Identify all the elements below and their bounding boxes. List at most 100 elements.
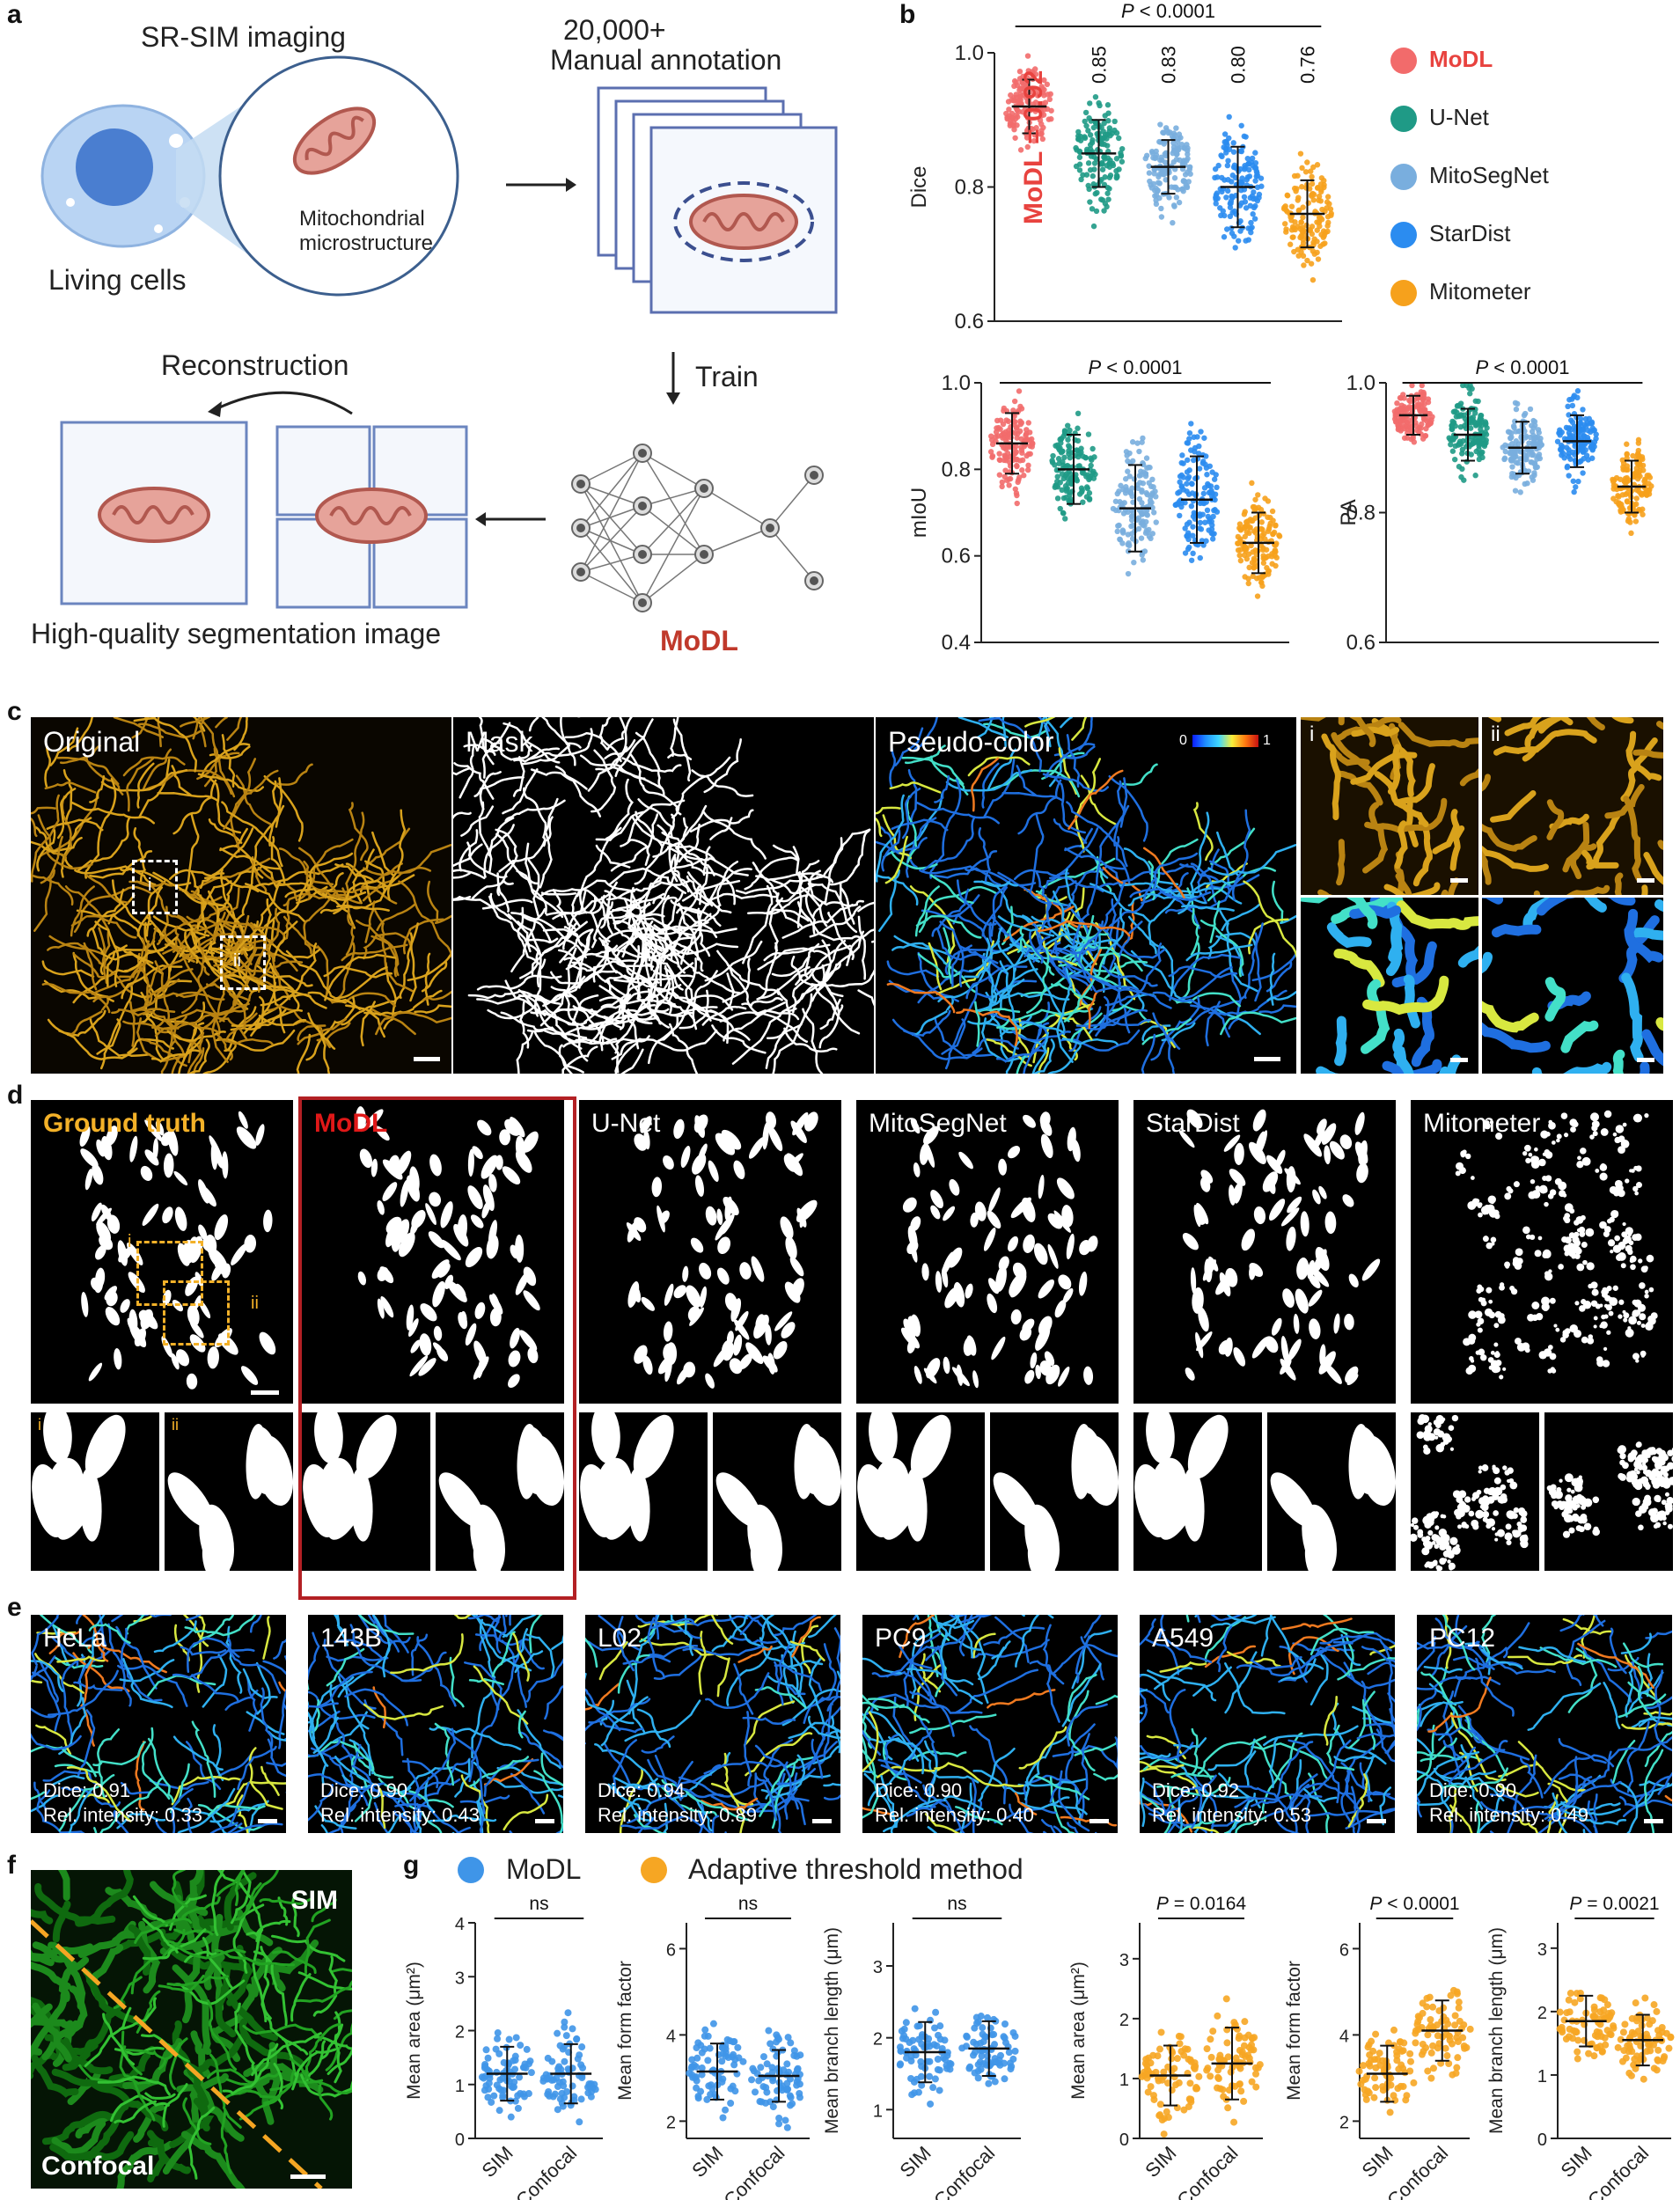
- data-point: [1047, 91, 1053, 98]
- blob: [657, 1354, 674, 1375]
- blob: [1423, 1433, 1432, 1441]
- blob: [1038, 1316, 1053, 1336]
- blob: [796, 1426, 827, 1495]
- blob: [1581, 1499, 1586, 1504]
- data-point: [1187, 164, 1193, 170]
- blob: [1498, 1497, 1506, 1504]
- data-point: [1206, 482, 1212, 489]
- data-point: [1322, 240, 1328, 246]
- data-point: [1090, 223, 1097, 230]
- data-point: [1511, 424, 1517, 431]
- blob: [930, 1190, 943, 1209]
- mitochondrion-filament: [84, 777, 117, 879]
- blob: [1553, 1505, 1559, 1510]
- mitochondrion-filament: [336, 1615, 349, 1646]
- blob: [1543, 1348, 1552, 1357]
- blob: [1471, 1497, 1476, 1502]
- data-point: [1648, 483, 1654, 489]
- mitochondrion-filament: [226, 1822, 243, 1833]
- blob: [1492, 1492, 1500, 1500]
- mitochondrion-filament: [585, 1639, 621, 1652]
- blob: [1569, 1118, 1578, 1126]
- blob: [1592, 1496, 1600, 1504]
- blob: [1573, 1245, 1581, 1254]
- blob: [1416, 1431, 1425, 1439]
- blob: [1548, 1269, 1552, 1273]
- blob: [1422, 1516, 1431, 1525]
- mitochondrion-filament: [640, 1638, 730, 1661]
- blob: [1615, 1125, 1625, 1133]
- blob: [790, 1120, 807, 1144]
- data-point: [1019, 450, 1025, 456]
- mitochondrion-filament: [1457, 945, 1478, 968]
- data-point: [1146, 163, 1152, 169]
- blob: [627, 1221, 638, 1243]
- data-point: [1290, 234, 1296, 240]
- blob: [1478, 1348, 1486, 1356]
- blob: [1536, 1188, 1541, 1192]
- data-point: [1273, 562, 1279, 569]
- blob: [211, 1262, 224, 1281]
- data-point: [1029, 69, 1036, 75]
- blob: [1564, 1473, 1574, 1483]
- blob: [1448, 1425, 1455, 1431]
- data-point: [1324, 228, 1331, 235]
- data-point: [1048, 107, 1054, 114]
- mitochondrion-filament: [155, 1819, 168, 1833]
- blob: [1418, 1413, 1427, 1422]
- blob: [1009, 1272, 1025, 1296]
- mitochondrion-filament: [363, 1703, 444, 1720]
- blob: [789, 1257, 804, 1277]
- data-point: [1037, 77, 1043, 84]
- blob: [1548, 1119, 1553, 1125]
- blob: [1538, 1184, 1548, 1194]
- blob: [705, 1206, 717, 1226]
- blob: [1196, 1331, 1213, 1352]
- blob: [1556, 1138, 1560, 1143]
- blob: [1486, 1518, 1495, 1527]
- mitochondrion-filament: [61, 1655, 85, 1741]
- blob: [1628, 1240, 1634, 1246]
- mitochondrion-filament: [549, 1731, 563, 1742]
- blob: [1577, 1516, 1585, 1524]
- blob: [1548, 1121, 1556, 1130]
- data-point: [1221, 131, 1229, 137]
- mitochondrion-filament: [191, 1674, 239, 1703]
- segmentation-method-label: U-Net: [591, 1109, 661, 1138]
- blob: [1645, 1448, 1651, 1456]
- data-point: [1129, 439, 1136, 445]
- panel-letter-e: e: [7, 1593, 22, 1622]
- data-point: [1198, 429, 1204, 435]
- blob: [1296, 1258, 1310, 1280]
- blob: [1198, 1307, 1209, 1332]
- blob: [1485, 1120, 1490, 1126]
- data-point: [1406, 397, 1412, 404]
- data-point: [1125, 570, 1132, 577]
- data-point: [1502, 448, 1508, 455]
- data-point: [1295, 207, 1302, 214]
- data-point: [1080, 499, 1086, 505]
- significance-label: P < 0.0001: [1088, 356, 1182, 378]
- mitochondrion-filament: [33, 1781, 48, 1812]
- data-point: [1272, 552, 1278, 559]
- blob: [1270, 1472, 1317, 1528]
- blob: [1208, 1256, 1219, 1272]
- blob: [1667, 1523, 1673, 1529]
- blob: [1309, 1318, 1321, 1339]
- blob: [106, 1291, 118, 1307]
- blob: [43, 1412, 72, 1463]
- blob: [784, 1281, 801, 1303]
- blob: [1635, 1481, 1640, 1486]
- blob: [1603, 1346, 1608, 1351]
- blob: [1505, 1264, 1510, 1269]
- blob: [1531, 1190, 1541, 1199]
- blob: [1627, 1453, 1634, 1460]
- blob: [1635, 1441, 1641, 1448]
- mitochondrion-filament: [454, 1758, 471, 1798]
- data-point: [1080, 172, 1086, 179]
- data-point: [1052, 462, 1058, 468]
- data-point: [1062, 516, 1068, 522]
- blob: [663, 1155, 674, 1170]
- blob: [1447, 1559, 1451, 1564]
- data-point: [1515, 460, 1521, 466]
